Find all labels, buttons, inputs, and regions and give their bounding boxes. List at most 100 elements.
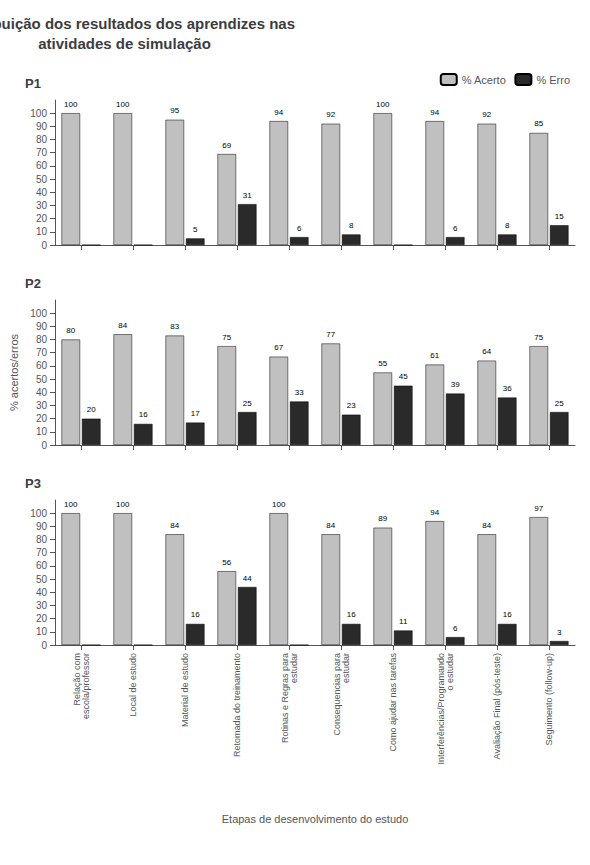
svg-text:80: 80 [36, 534, 48, 545]
svg-text:Retomada do treinamento: Retomada do treinamento [232, 653, 242, 757]
svg-text:% acertos/erros: % acertos/erros [8, 333, 20, 411]
svg-text:69: 69 [222, 141, 231, 150]
svg-text:100: 100 [30, 508, 47, 519]
svg-text:20: 20 [36, 613, 48, 624]
svg-text:83: 83 [170, 322, 179, 331]
svg-text:5: 5 [193, 225, 198, 234]
svg-text:60: 60 [36, 160, 48, 171]
svg-text:89: 89 [378, 514, 387, 523]
svg-text:P2: P2 [25, 276, 41, 291]
svg-text:o estudar: o estudar [445, 653, 455, 691]
svg-text:escola/professor: escola/professor [81, 653, 91, 719]
svg-text:20: 20 [36, 413, 48, 424]
svg-text:45: 45 [399, 372, 408, 381]
svg-text:20: 20 [87, 405, 96, 414]
svg-text:% Acerto: % Acerto [462, 74, 506, 86]
svg-text:8: 8 [349, 221, 354, 230]
svg-text:10: 10 [36, 626, 48, 637]
svg-text:80: 80 [36, 134, 48, 145]
svg-text:84: 84 [326, 521, 335, 530]
svg-text:36: 36 [503, 384, 512, 393]
svg-text:100: 100 [30, 108, 47, 119]
svg-text:90: 90 [36, 121, 48, 132]
svg-text:P1: P1 [25, 76, 41, 91]
svg-text:10: 10 [36, 426, 48, 437]
svg-text:8: 8 [505, 221, 510, 230]
svg-text:56: 56 [222, 558, 231, 567]
svg-text:100: 100 [272, 500, 286, 509]
svg-text:40: 40 [36, 587, 48, 598]
svg-text:39: 39 [451, 380, 460, 389]
svg-text:90: 90 [36, 521, 48, 532]
svg-text:0: 0 [41, 240, 47, 251]
svg-text:100: 100 [376, 100, 390, 109]
svg-text:94: 94 [430, 108, 439, 117]
svg-text:40: 40 [36, 187, 48, 198]
svg-text:60: 60 [36, 360, 48, 371]
svg-text:16: 16 [139, 410, 148, 419]
svg-text:61: 61 [430, 351, 439, 360]
svg-text:40: 40 [36, 387, 48, 398]
svg-text:Como ajudar nas tarefas: Como ajudar nas tarefas [388, 653, 398, 752]
svg-text:Avaliação Final (pós-teste): Avaliação Final (pós-teste) [492, 653, 502, 759]
svg-text:Etapas de desenvolvimento do e: Etapas de desenvolvimento do estudo [222, 813, 409, 825]
svg-text:100: 100 [116, 100, 130, 109]
svg-text:84: 84 [482, 521, 491, 530]
svg-text:10: 10 [36, 226, 48, 237]
svg-text:16: 16 [503, 610, 512, 619]
svg-text:3: 3 [557, 628, 562, 637]
svg-text:50: 50 [36, 174, 48, 185]
svg-text:25: 25 [243, 399, 252, 408]
svg-text:95: 95 [170, 106, 179, 115]
svg-text:85: 85 [534, 119, 543, 128]
svg-text:94: 94 [274, 108, 283, 117]
svg-text:100: 100 [64, 100, 78, 109]
svg-text:30: 30 [36, 200, 48, 211]
svg-text:94: 94 [430, 508, 439, 517]
svg-text:67: 67 [274, 343, 283, 352]
svg-text:33: 33 [295, 388, 304, 397]
svg-text:64: 64 [482, 347, 491, 356]
svg-text:23: 23 [347, 401, 356, 410]
svg-text:Local de estudo: Local de estudo [128, 653, 138, 717]
svg-text:estudar: estudar [341, 653, 351, 683]
svg-text:16: 16 [191, 610, 200, 619]
svg-text:20: 20 [36, 213, 48, 224]
svg-text:atividades de simulação: atividades de simulação [38, 35, 211, 52]
svg-text:44: 44 [243, 574, 252, 583]
svg-text:97: 97 [534, 504, 543, 513]
svg-text:Material de estudo: Material de estudo [180, 653, 190, 727]
svg-text:30: 30 [36, 600, 48, 611]
svg-text:75: 75 [534, 333, 543, 342]
svg-text:6: 6 [453, 624, 458, 633]
svg-text:Seguimento (follow-up): Seguimento (follow-up) [544, 653, 554, 746]
svg-text:% Erro: % Erro [536, 74, 570, 86]
svg-text:75: 75 [222, 333, 231, 342]
svg-text:0: 0 [41, 440, 47, 451]
svg-text:70: 70 [36, 547, 48, 558]
svg-text:100: 100 [30, 308, 47, 319]
svg-text:16: 16 [347, 610, 356, 619]
svg-text:70: 70 [36, 347, 48, 358]
svg-text:estudar: estudar [289, 653, 299, 683]
svg-text:92: 92 [482, 110, 491, 119]
svg-text:15: 15 [555, 212, 564, 221]
svg-text:77: 77 [326, 330, 335, 339]
svg-text:50: 50 [36, 374, 48, 385]
svg-text:100: 100 [64, 500, 78, 509]
svg-text:92: 92 [326, 110, 335, 119]
svg-text:Distribuição dos resultados do: Distribuição dos resultados dos aprendiz… [0, 15, 295, 32]
svg-text:50: 50 [36, 574, 48, 585]
svg-text:P3: P3 [25, 476, 41, 491]
svg-text:90: 90 [36, 321, 48, 332]
svg-text:80: 80 [66, 326, 75, 335]
svg-text:100: 100 [116, 500, 130, 509]
svg-text:30: 30 [36, 400, 48, 411]
svg-text:55: 55 [378, 359, 387, 368]
svg-text:25: 25 [555, 399, 564, 408]
svg-text:31: 31 [243, 191, 252, 200]
svg-text:17: 17 [191, 409, 200, 418]
svg-text:84: 84 [170, 521, 179, 530]
svg-text:80: 80 [36, 334, 48, 345]
svg-text:84: 84 [118, 321, 127, 330]
